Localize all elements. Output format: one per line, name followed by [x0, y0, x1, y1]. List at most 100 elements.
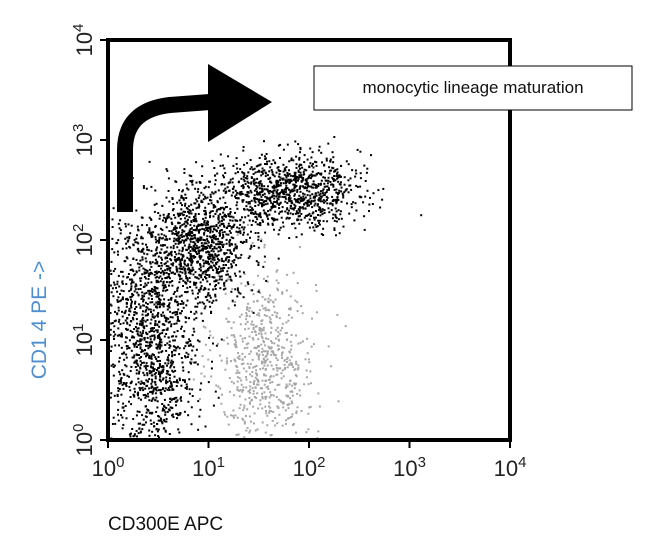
data-point [136, 327, 139, 330]
data-point [158, 378, 161, 381]
data-point [151, 374, 154, 377]
data-point [265, 354, 268, 357]
data-point [150, 361, 153, 364]
data-point [266, 358, 269, 361]
data-point [286, 417, 289, 420]
data-point [284, 386, 287, 389]
data-point [268, 405, 270, 408]
data-point [134, 241, 137, 244]
data-point [137, 288, 140, 291]
data-point [259, 222, 262, 224]
data-point [323, 163, 326, 166]
data-point [301, 185, 304, 188]
data-point [145, 291, 148, 294]
data-point [304, 196, 307, 199]
data-point [161, 403, 164, 405]
data-point [201, 272, 204, 275]
data-point [148, 434, 151, 437]
data-point [255, 378, 258, 381]
data-point [187, 210, 189, 213]
data-point [166, 342, 169, 345]
data-point [183, 235, 185, 238]
data-point [192, 219, 195, 221]
data-point [223, 411, 226, 414]
data-point [284, 366, 287, 369]
data-point [293, 194, 296, 197]
data-point [303, 168, 306, 171]
data-point [187, 246, 190, 249]
data-point [261, 336, 264, 339]
data-point [307, 383, 310, 386]
data-point [226, 342, 229, 345]
data-point [269, 381, 272, 384]
data-point [174, 369, 177, 372]
data-point [191, 247, 194, 250]
y-tick-label: 103 [70, 124, 97, 157]
data-point [271, 186, 274, 188]
data-point [280, 216, 283, 219]
data-point [336, 171, 339, 174]
data-point [184, 272, 187, 275]
data-point [299, 394, 302, 397]
data-point [146, 384, 149, 387]
data-point [317, 172, 320, 174]
data-point [283, 359, 286, 362]
data-point [233, 304, 236, 307]
data-point [220, 229, 223, 231]
data-point [273, 305, 275, 308]
data-point [248, 335, 251, 338]
data-point [298, 156, 301, 159]
data-point [269, 434, 272, 437]
data-point [136, 291, 139, 294]
data-point [277, 406, 280, 409]
data-point [258, 353, 261, 356]
data-point [139, 366, 142, 369]
data-point [265, 395, 268, 398]
data-point [153, 289, 156, 292]
data-point [155, 270, 158, 273]
data-point [156, 430, 159, 433]
data-point [340, 164, 343, 167]
data-point [175, 385, 178, 387]
data-point [269, 376, 272, 378]
data-point [126, 374, 129, 377]
data-point [298, 201, 301, 204]
data-point [170, 221, 173, 224]
data-point [119, 373, 122, 376]
data-point [301, 178, 304, 181]
data-point [153, 373, 156, 376]
data-point [157, 373, 160, 375]
data-point [273, 187, 276, 190]
data-point [200, 223, 203, 225]
data-point [232, 409, 235, 412]
data-point [284, 169, 287, 172]
data-point [245, 318, 248, 321]
data-point [290, 316, 293, 319]
data-point [355, 209, 358, 212]
data-point [181, 246, 184, 249]
data-point [190, 203, 193, 206]
data-point [269, 360, 272, 363]
data-point [278, 333, 281, 336]
data-point [326, 189, 329, 192]
data-point [139, 334, 142, 337]
data-point [315, 161, 318, 164]
data-point [317, 214, 319, 216]
data-point [140, 333, 143, 336]
data-point [185, 341, 188, 344]
data-point [125, 327, 127, 330]
data-point [252, 180, 255, 183]
data-point [273, 200, 276, 203]
data-point [220, 183, 223, 186]
data-point [180, 327, 182, 330]
data-point [168, 237, 171, 240]
data-point [256, 290, 259, 293]
data-point [262, 339, 265, 342]
data-point [292, 213, 294, 216]
data-point [230, 279, 233, 282]
data-point [141, 349, 144, 352]
data-point [236, 369, 239, 372]
data-point [131, 300, 133, 303]
data-point [288, 188, 290, 191]
data-point [163, 314, 166, 317]
